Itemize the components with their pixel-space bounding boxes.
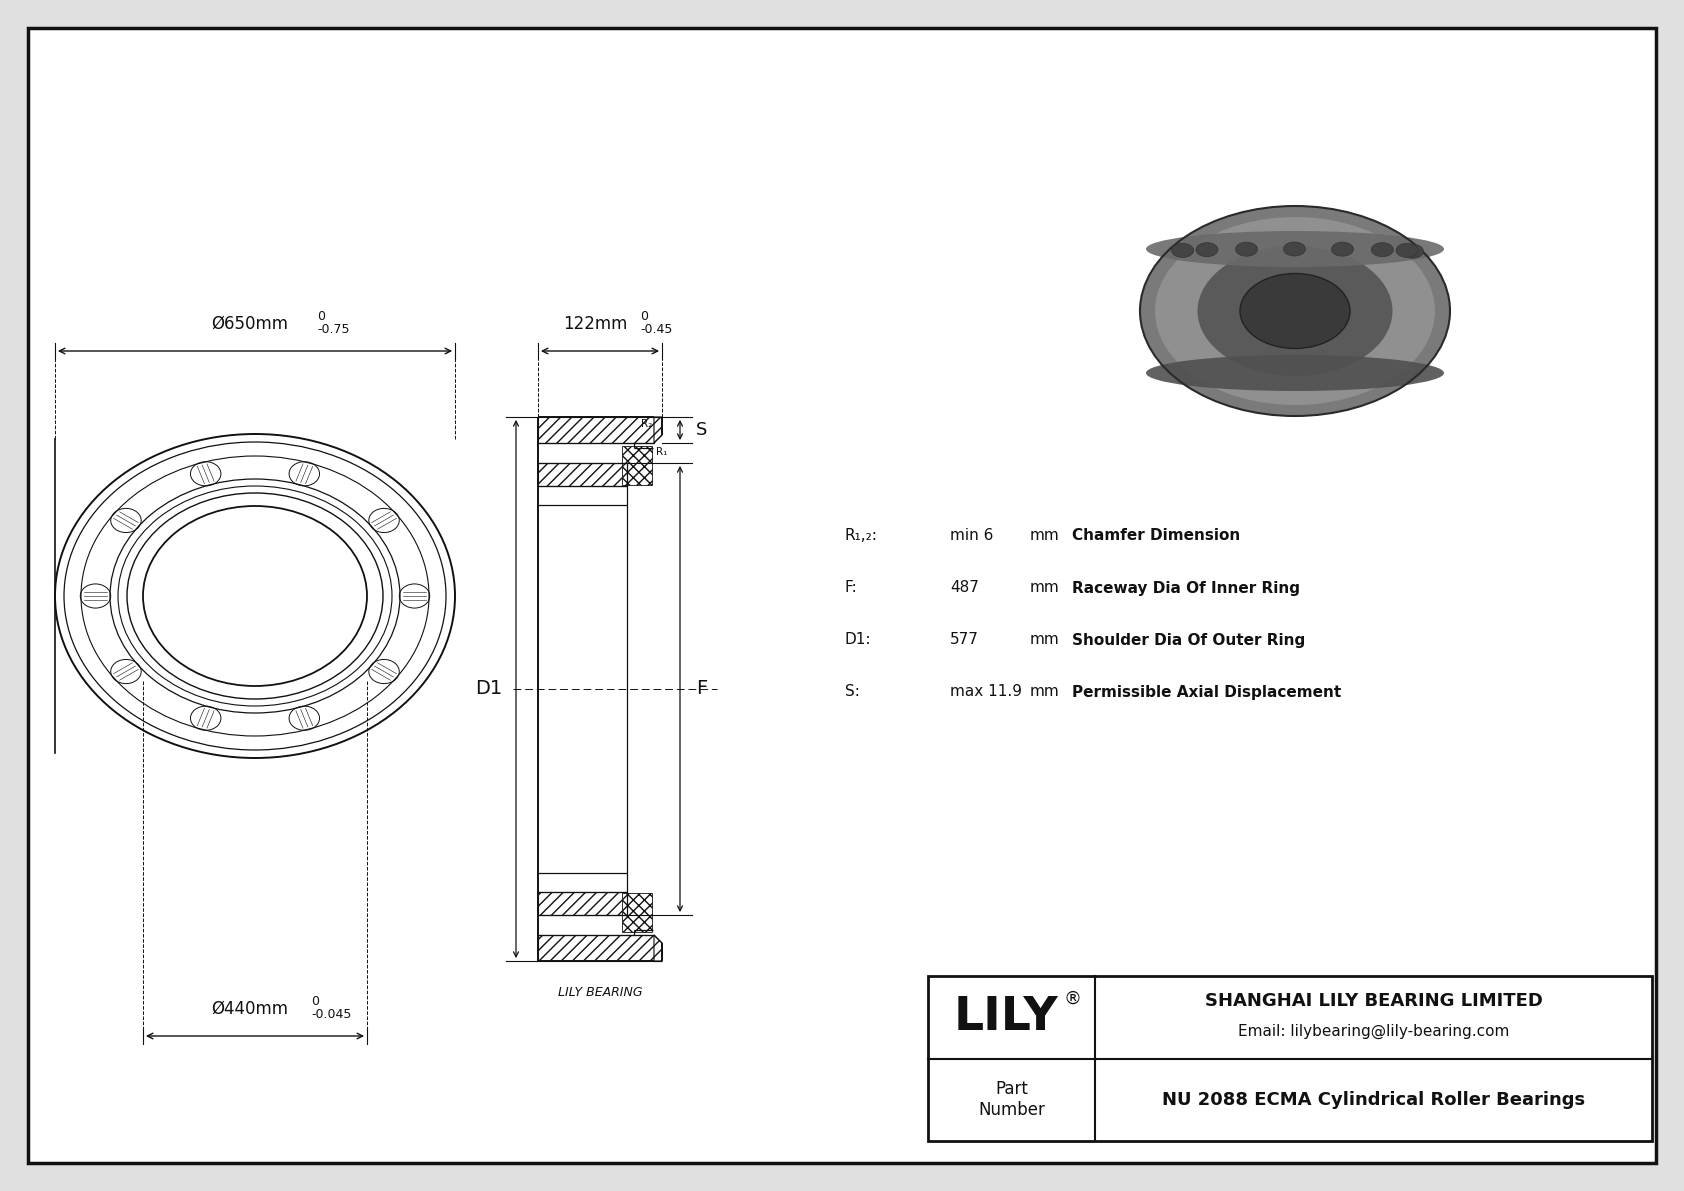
Polygon shape xyxy=(653,417,662,443)
Text: -0.45: -0.45 xyxy=(640,323,672,336)
Ellipse shape xyxy=(1196,243,1218,257)
Text: R₂: R₂ xyxy=(640,419,652,429)
Ellipse shape xyxy=(1172,243,1194,257)
Text: D1:: D1: xyxy=(845,632,872,648)
Ellipse shape xyxy=(1140,206,1450,416)
Text: Part
Number: Part Number xyxy=(978,1080,1046,1120)
Bar xyxy=(537,463,626,486)
Text: F: F xyxy=(695,680,707,698)
Text: 0: 0 xyxy=(640,310,648,323)
Text: 122mm: 122mm xyxy=(562,314,626,333)
Text: 0: 0 xyxy=(312,994,318,1008)
Text: Permissible Axial Displacement: Permissible Axial Displacement xyxy=(1073,685,1340,699)
Text: SHANGHAI LILY BEARING LIMITED: SHANGHAI LILY BEARING LIMITED xyxy=(1204,992,1543,1010)
Text: mm: mm xyxy=(1031,580,1059,596)
Ellipse shape xyxy=(1283,242,1305,256)
Text: D1: D1 xyxy=(475,680,502,698)
Text: ®: ® xyxy=(1064,990,1081,1008)
Bar xyxy=(537,935,653,961)
Text: 487: 487 xyxy=(950,580,978,596)
Text: Email: lilybearing@lily-bearing.com: Email: lilybearing@lily-bearing.com xyxy=(1238,1023,1509,1039)
Text: mm: mm xyxy=(1031,529,1059,543)
Ellipse shape xyxy=(1371,243,1393,256)
Ellipse shape xyxy=(1155,217,1435,405)
Text: Chamfer Dimension: Chamfer Dimension xyxy=(1073,529,1239,543)
Bar xyxy=(621,893,652,933)
Bar xyxy=(537,417,653,443)
Text: S:: S: xyxy=(845,685,861,699)
Text: NU 2088 ECMA Cylindrical Roller Bearings: NU 2088 ECMA Cylindrical Roller Bearings xyxy=(1162,1091,1585,1109)
Text: Shoulder Dia Of Outer Ring: Shoulder Dia Of Outer Ring xyxy=(1073,632,1305,648)
Text: Ø650mm: Ø650mm xyxy=(212,314,288,333)
Text: R₁,₂:: R₁,₂: xyxy=(845,529,877,543)
Text: min 6: min 6 xyxy=(950,529,994,543)
Ellipse shape xyxy=(1236,242,1258,256)
Ellipse shape xyxy=(1396,243,1418,257)
Ellipse shape xyxy=(1239,274,1351,349)
Ellipse shape xyxy=(1147,231,1443,267)
Bar xyxy=(621,445,652,485)
Text: LILY: LILY xyxy=(953,994,1058,1040)
Ellipse shape xyxy=(1332,242,1354,256)
Ellipse shape xyxy=(1401,244,1423,258)
Text: mm: mm xyxy=(1031,632,1059,648)
Text: R₁: R₁ xyxy=(657,447,667,457)
Ellipse shape xyxy=(1197,247,1393,376)
Text: -0.045: -0.045 xyxy=(312,1008,352,1021)
Text: Ø440mm: Ø440mm xyxy=(212,1000,288,1018)
Text: 577: 577 xyxy=(950,632,978,648)
Text: max 11.9: max 11.9 xyxy=(950,685,1022,699)
Text: mm: mm xyxy=(1031,685,1059,699)
Bar xyxy=(928,975,1652,1141)
Text: -0.75: -0.75 xyxy=(317,323,350,336)
Text: Raceway Dia Of Inner Ring: Raceway Dia Of Inner Ring xyxy=(1073,580,1300,596)
Bar xyxy=(537,892,626,915)
Ellipse shape xyxy=(1147,355,1443,391)
Text: LILY BEARING: LILY BEARING xyxy=(557,986,642,999)
Polygon shape xyxy=(653,935,662,961)
Text: 0: 0 xyxy=(317,310,325,323)
Text: F:: F: xyxy=(845,580,857,596)
Text: S: S xyxy=(695,420,707,439)
